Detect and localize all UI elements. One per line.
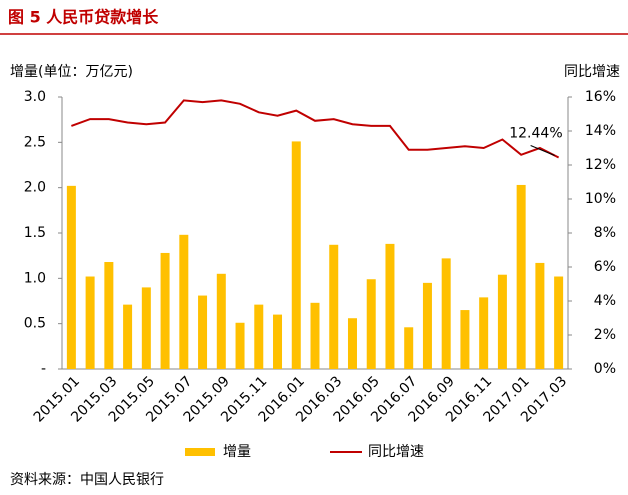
chart-title: 图 5 人民币贷款增长	[8, 8, 159, 27]
y2-tick-label: 12%	[585, 157, 616, 173]
bar	[85, 276, 95, 369]
line	[71, 99, 560, 159]
bar	[179, 234, 189, 369]
y-tick-label: 2.5	[24, 134, 46, 150]
y-axis-label: 增量(单位：万亿元)	[10, 64, 133, 80]
bar	[516, 184, 526, 369]
bar	[497, 274, 507, 369]
bar	[385, 243, 395, 369]
bar	[479, 297, 489, 369]
y2-tick-label: 4%	[594, 293, 616, 309]
bar	[291, 141, 301, 369]
y2-axis-label: 同比增速	[564, 64, 620, 80]
y-tick-label: 0.5	[24, 316, 46, 332]
bar	[198, 295, 208, 369]
y-tick-label: 2.0	[24, 180, 46, 196]
y2-tick-label: 10%	[585, 191, 616, 207]
y2-tick-label: 8%	[594, 225, 616, 241]
y2-tick-label: 14%	[585, 123, 616, 139]
y-tick-label: 3.0	[24, 89, 46, 105]
legend-label: 增量	[223, 444, 251, 460]
bar	[404, 327, 414, 369]
bar	[141, 287, 151, 369]
bar	[160, 252, 170, 369]
bar	[216, 273, 226, 369]
y2-tick-label: 6%	[594, 259, 616, 275]
bar	[273, 314, 283, 369]
bar	[441, 258, 451, 369]
bar	[235, 322, 245, 369]
bar	[329, 244, 339, 369]
bar	[104, 262, 114, 369]
y2-tick-label: 16%	[585, 89, 616, 105]
bar	[310, 302, 320, 369]
legend-swatch	[185, 448, 215, 456]
source: 资料来源：中国人民银行	[10, 472, 164, 488]
bar	[554, 276, 564, 369]
y-tick-label: -	[41, 361, 46, 377]
bar	[123, 304, 133, 369]
y-tick-label: 1.0	[24, 270, 46, 286]
bar	[460, 310, 470, 369]
bar	[254, 304, 264, 369]
y-tick-label: 1.5	[24, 225, 46, 241]
legend-label: 同比增速	[368, 444, 424, 460]
bar	[66, 185, 76, 369]
bar	[347, 318, 357, 369]
bar	[535, 262, 545, 369]
label-leader	[530, 145, 555, 156]
y2-tick-label: 2%	[594, 327, 616, 343]
y2-tick-label: 0%	[594, 361, 616, 377]
bar	[422, 282, 432, 369]
data-label: 12.44%	[509, 126, 562, 142]
bar	[366, 279, 376, 369]
